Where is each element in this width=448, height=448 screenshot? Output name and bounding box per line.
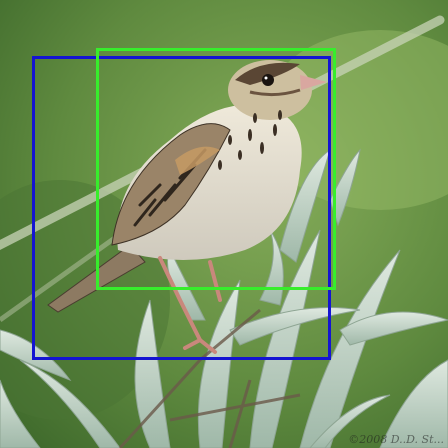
sagebrush-foliage [0, 148, 448, 448]
photo-watermark: ©2008 D..D. St... [348, 433, 444, 446]
